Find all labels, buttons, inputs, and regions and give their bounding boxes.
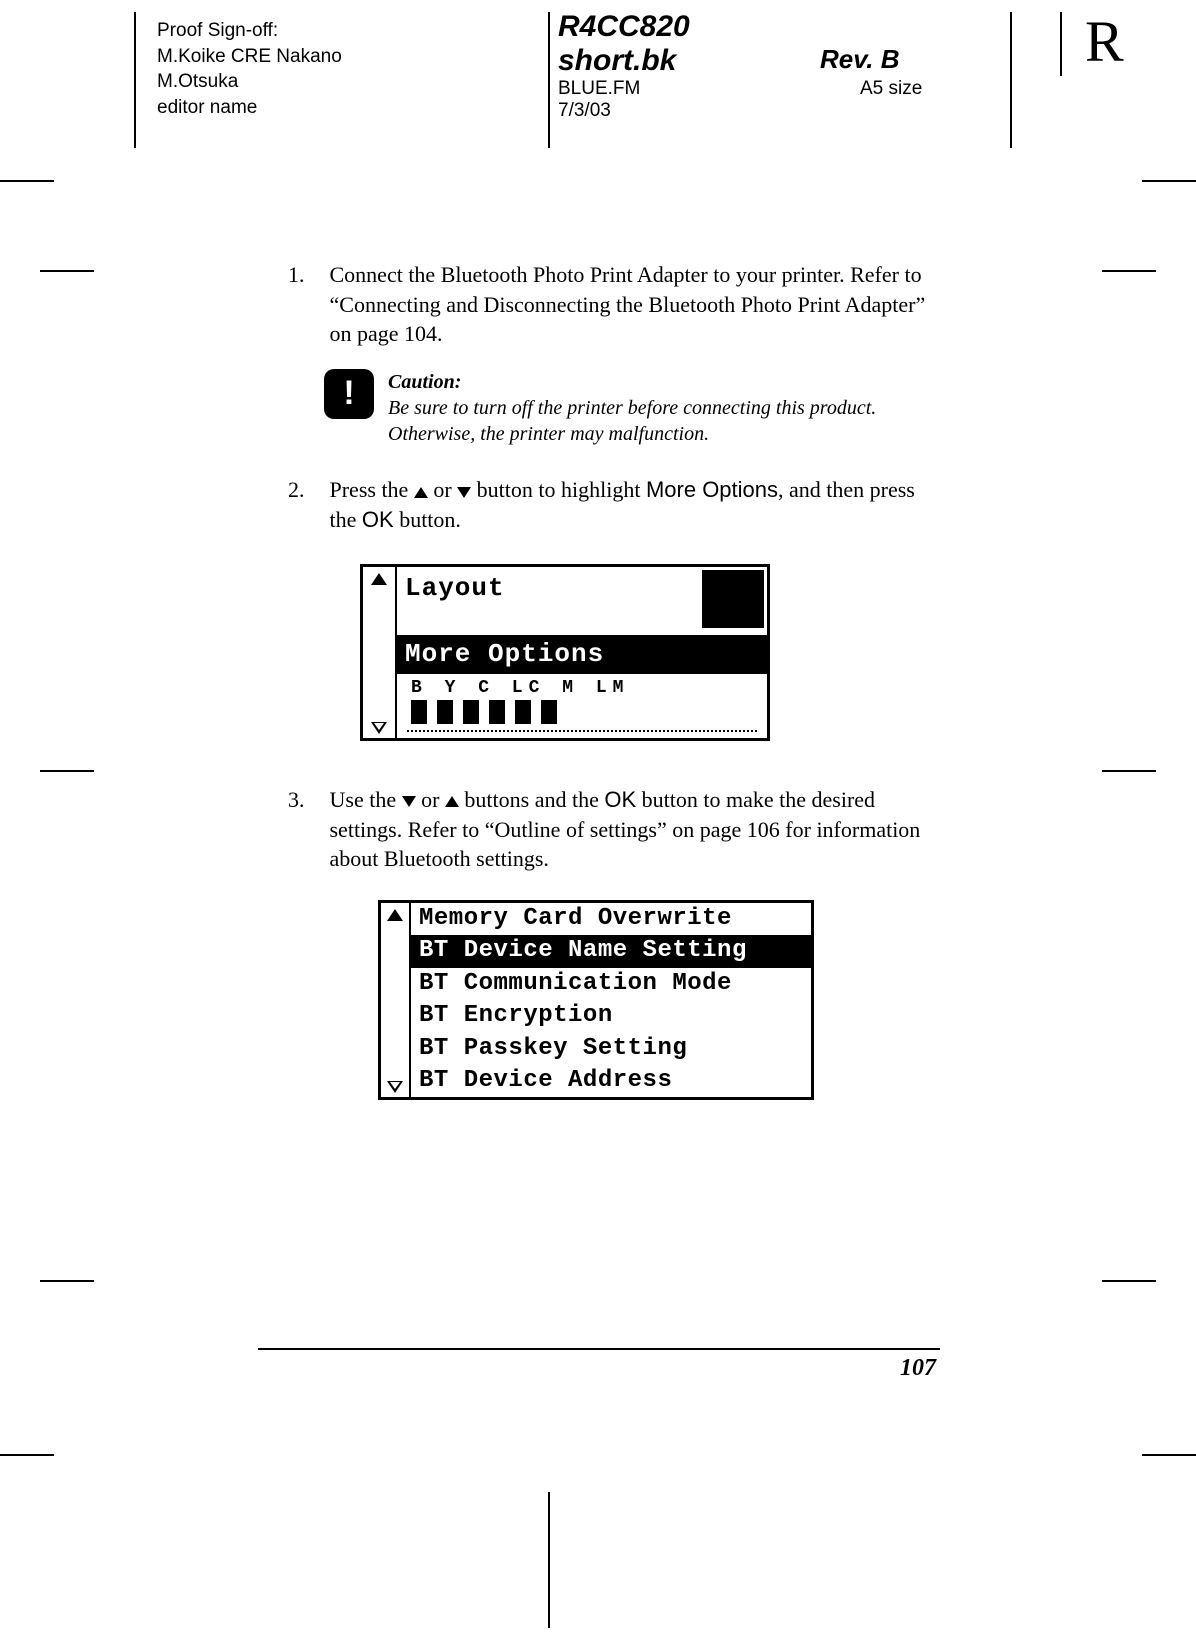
revision: Rev. B: [820, 44, 900, 75]
lcd-scroll-column: [381, 903, 411, 1097]
step-text: Press the or button to highlight More Op…: [330, 475, 930, 534]
text: Press the: [330, 477, 414, 502]
step-text: Use the or buttons and the OK button to …: [330, 785, 930, 874]
header-rule: [548, 12, 550, 148]
ui-label: More Options: [646, 477, 778, 502]
lcd-menu-list: Memory Card Overwrite BT Device Name Set…: [411, 903, 811, 1097]
ink-bar: [541, 700, 557, 724]
crop-mark: [0, 180, 54, 182]
ui-label: OK: [362, 507, 394, 532]
exclamation-icon: !: [343, 371, 354, 417]
step-2: 2. Press the or button to highlight More…: [288, 475, 936, 741]
caution-icon: !: [324, 369, 374, 419]
lcd-screenshot-1: Layout More Options B Y C LC M LM: [360, 564, 770, 740]
text: button.: [394, 507, 461, 532]
text: button to highlight: [471, 477, 646, 502]
signoff-line: Proof Sign-off:: [157, 18, 342, 44]
lcd-screenshot-2: Memory Card Overwrite BT Device Name Set…: [378, 900, 814, 1100]
lcd-ink-labels: B Y C LC M LM: [397, 674, 767, 700]
lcd-ink-bars: [397, 700, 767, 728]
lcd-menu-item: BT Encryption: [411, 1000, 811, 1032]
header-rule: [1060, 12, 1062, 76]
proof-signoff: Proof Sign-off: M.Koike CRE Nakano M.Ots…: [157, 18, 342, 121]
lcd-menu-item: BT Device Address: [411, 1065, 811, 1097]
crop-mark: [40, 1280, 94, 1282]
signoff-line: M.Otsuka: [157, 69, 342, 95]
down-arrow-icon: [402, 796, 416, 807]
header-rule: [134, 12, 136, 148]
text: or: [428, 477, 457, 502]
caution-text: Caution: Be sure to turn off the printer…: [388, 369, 936, 447]
footer-rule: [258, 1348, 940, 1350]
crop-mark: [0, 1454, 54, 1456]
step-3: 3. Use the or buttons and the OK button …: [288, 785, 936, 1100]
doc-id: R4CC820: [558, 10, 938, 44]
lcd-menu-item: BT Passkey Setting: [411, 1033, 811, 1065]
text: or: [416, 787, 445, 812]
up-arrow-icon: [445, 796, 459, 807]
crop-mark: [1102, 270, 1156, 272]
step-number: 2.: [288, 475, 324, 505]
down-arrow-icon: [387, 1081, 403, 1093]
caution-body: Be sure to turn off the printer before c…: [388, 397, 876, 445]
lcd-menu-item-selected: More Options: [397, 635, 767, 674]
lcd-preview-block: [702, 570, 764, 628]
ink-bar: [411, 700, 427, 724]
lcd-baseline: [407, 730, 757, 732]
step-number: 3.: [288, 785, 324, 815]
down-arrow-icon: [457, 487, 471, 498]
up-arrow-icon: [371, 573, 387, 585]
crop-mark: [40, 770, 94, 772]
ink-bar: [463, 700, 479, 724]
body: 1. Connect the Bluetooth Photo Print Ada…: [288, 260, 936, 1128]
ink-bar: [437, 700, 453, 724]
footer-rule: [548, 1492, 550, 1628]
crop-mark: [1142, 180, 1196, 182]
text: buttons and the: [459, 787, 604, 812]
up-arrow-icon: [387, 909, 403, 921]
step-number: 1.: [288, 260, 324, 290]
ui-label: OK: [604, 787, 636, 812]
file-name: BLUE.FM: [558, 78, 640, 100]
caution-block: ! Caution: Be sure to turn off the print…: [324, 369, 936, 447]
signoff-line: M.Koike CRE Nakano: [157, 44, 342, 70]
crop-mark: [1102, 1280, 1156, 1282]
crop-mark: [1102, 770, 1156, 772]
page-size: A5 size: [860, 78, 922, 100]
text: Use the: [330, 787, 402, 812]
crop-mark: [40, 270, 94, 272]
step-1: 1. Connect the Bluetooth Photo Print Ada…: [288, 260, 936, 447]
page-number: 107: [900, 1355, 936, 1382]
corner-letter: R: [1085, 8, 1124, 75]
lcd-menu-item: Memory Card Overwrite: [411, 903, 811, 935]
header-rule: [1010, 12, 1012, 148]
lcd-menu-item-selected: BT Device Name Setting: [411, 935, 811, 967]
ink-bar: [489, 700, 505, 724]
caution-label: Caution:: [388, 371, 461, 393]
lcd-menu-item: BT Communication Mode: [411, 968, 811, 1000]
signoff-line: editor name: [157, 95, 342, 121]
up-arrow-icon: [414, 487, 428, 498]
step-text: Connect the Bluetooth Photo Print Adapte…: [330, 260, 930, 349]
crop-mark: [1142, 1454, 1196, 1456]
down-arrow-icon: [371, 722, 387, 734]
ink-bar: [515, 700, 531, 724]
doc-date: 7/3/03: [558, 100, 611, 122]
lcd-scroll-column: [363, 567, 397, 737]
